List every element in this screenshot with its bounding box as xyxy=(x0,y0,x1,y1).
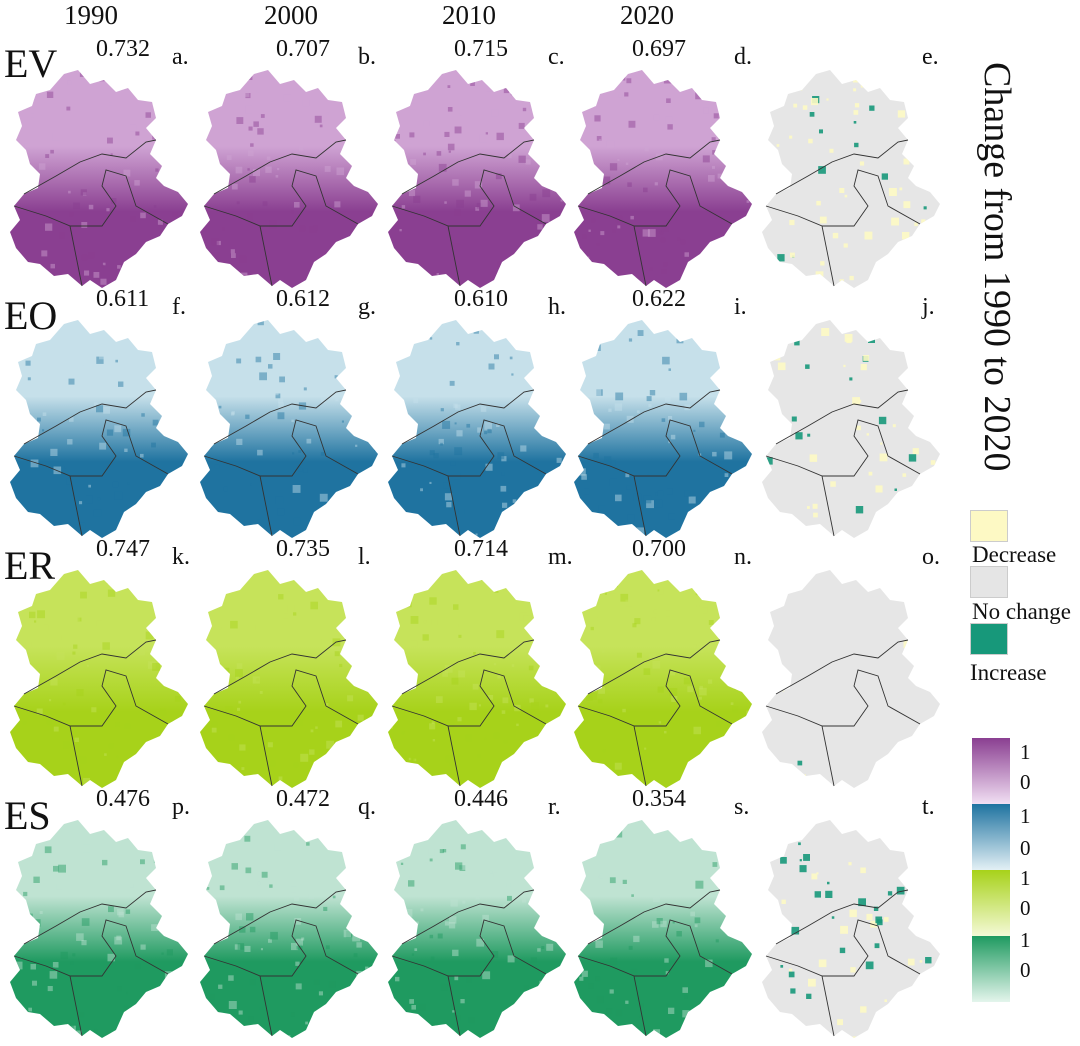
ramp-es-high: 1 xyxy=(1020,928,1031,953)
value-ev-2010: 0.715 xyxy=(454,36,508,63)
value-ev-2020: 0.697 xyxy=(632,36,686,63)
map-es-2000 xyxy=(196,816,386,1046)
legend-label-no-change: No change xyxy=(972,599,1071,625)
ramp-eo xyxy=(972,804,1010,870)
panel-label-er-3: m. xyxy=(548,544,573,571)
panel-label-eo-5: j. xyxy=(922,294,935,321)
ramp-eo-high: 1 xyxy=(1020,804,1031,829)
map-ev-2010 xyxy=(384,66,574,296)
legend-label-decrease: Decrease xyxy=(972,542,1056,568)
map-eo-2000 xyxy=(196,316,386,546)
value-eo-2020: 0.622 xyxy=(632,286,686,313)
value-es-2020: 0.354 xyxy=(632,786,686,813)
ramp-ev xyxy=(972,738,1010,804)
value-eo-1990: 0.611 xyxy=(96,286,149,313)
map-er-2000 xyxy=(196,566,386,796)
map-eo-1990 xyxy=(6,316,196,546)
map-eo-2020 xyxy=(570,316,760,546)
map-er-1990 xyxy=(6,566,196,796)
panel-label-es-5: t. xyxy=(922,794,935,821)
legend-label-increase: Increase xyxy=(970,660,1047,686)
map-er-2010 xyxy=(384,566,574,796)
change-title: Change from 1990 to 2020 xyxy=(945,58,1055,498)
year-header-2020: 2020 xyxy=(620,0,674,31)
panel-label-eo-2: g. xyxy=(358,294,376,321)
map-eo-change xyxy=(758,316,948,546)
panel-label-ev-5: e. xyxy=(922,44,939,71)
map-ev-1990 xyxy=(6,66,196,296)
panel-label-ev-1: a. xyxy=(172,44,189,71)
map-es-change xyxy=(758,816,948,1046)
ramp-er-low: 0 xyxy=(1020,896,1031,921)
value-es-2000: 0.472 xyxy=(276,786,330,813)
map-er-2020 xyxy=(570,566,760,796)
panel-label-er-1: k. xyxy=(172,544,190,571)
ramp-er-high: 1 xyxy=(1020,866,1031,891)
value-eo-2010: 0.610 xyxy=(454,286,508,313)
panel-label-er-2: l. xyxy=(358,544,371,571)
panel-label-er-4: n. xyxy=(734,544,752,571)
map-ev-change xyxy=(758,66,948,296)
value-ev-2000: 0.707 xyxy=(276,36,330,63)
value-eo-2000: 0.612 xyxy=(276,286,330,313)
change-title-text: Change from 1990 to 2020 xyxy=(976,62,1018,472)
panel-label-ev-4: d. xyxy=(734,44,752,71)
ramp-ev-low: 0 xyxy=(1020,770,1031,795)
year-header-1990: 1990 xyxy=(64,0,118,31)
panel-label-eo-1: f. xyxy=(172,294,186,321)
year-header-2000: 2000 xyxy=(264,0,318,31)
map-es-2020 xyxy=(570,816,760,1046)
map-ev-2000 xyxy=(196,66,386,296)
year-header-2010: 2010 xyxy=(442,0,496,31)
map-es-1990 xyxy=(6,816,196,1046)
ramp-es xyxy=(972,936,1010,1002)
ramp-eo-low: 0 xyxy=(1020,836,1031,861)
ramp-ev-high: 1 xyxy=(1020,740,1031,765)
value-er-2010: 0.714 xyxy=(454,536,508,563)
panel-label-es-2: q. xyxy=(358,794,376,821)
panel-label-ev-3: c. xyxy=(548,44,565,71)
panel-label-es-1: p. xyxy=(172,794,190,821)
panel-label-ev-2: b. xyxy=(358,44,376,71)
ramp-er xyxy=(972,870,1010,936)
legend-swatch-decrease xyxy=(970,510,1008,542)
map-es-2010 xyxy=(384,816,574,1046)
map-er-change xyxy=(758,566,948,796)
map-ev-2020 xyxy=(570,66,760,296)
ramp-es-low: 0 xyxy=(1020,958,1031,983)
value-er-2020: 0.700 xyxy=(632,536,686,563)
panel-label-er-5: o. xyxy=(922,544,940,571)
legend-swatch-no-change xyxy=(970,566,1008,598)
legend-swatch-increase xyxy=(970,623,1008,655)
value-es-2010: 0.446 xyxy=(454,786,508,813)
value-er-2000: 0.735 xyxy=(276,536,330,563)
panel-label-eo-4: i. xyxy=(734,294,747,321)
value-es-1990: 0.476 xyxy=(96,786,150,813)
panel-label-eo-3: h. xyxy=(548,294,566,321)
map-eo-2010 xyxy=(384,316,574,546)
panel-label-es-4: s. xyxy=(734,794,749,821)
value-ev-1990: 0.732 xyxy=(96,36,150,63)
value-er-1990: 0.747 xyxy=(96,536,150,563)
panel-label-es-3: r. xyxy=(548,794,561,821)
